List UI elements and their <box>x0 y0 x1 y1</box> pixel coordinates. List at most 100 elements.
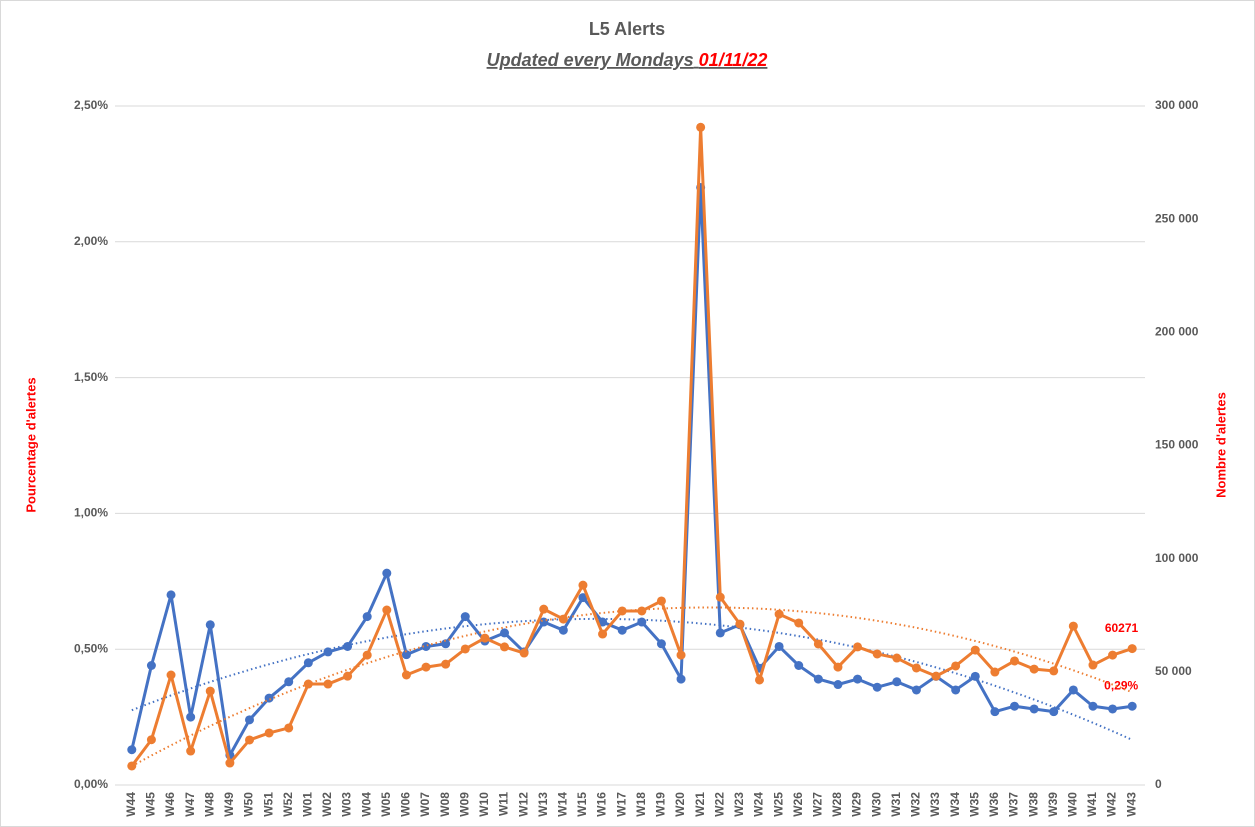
data-point <box>656 639 666 649</box>
data-point <box>460 612 470 622</box>
subtitle-date: 01/11/22 <box>699 50 768 70</box>
data-point <box>755 675 764 685</box>
x-tick-label: W26 <box>791 792 805 817</box>
data-point <box>303 679 313 689</box>
data-point <box>323 679 333 689</box>
x-tick-label: W40 <box>1066 792 1080 817</box>
x-tick-label: W10 <box>477 792 491 817</box>
y2-tick-label: 100 000 <box>1155 551 1199 565</box>
data-point <box>303 658 313 668</box>
y-tick-label: 2,50% <box>74 98 108 112</box>
data-point <box>598 629 608 639</box>
data-point <box>990 667 1000 677</box>
data-point <box>519 648 529 658</box>
data-point <box>127 745 137 755</box>
data-point <box>1127 644 1137 654</box>
data-point <box>146 660 156 670</box>
x-tick-label: W29 <box>850 792 864 817</box>
data-point <box>872 649 882 659</box>
data-point <box>1029 664 1039 674</box>
x-tick-label: W11 <box>497 792 511 816</box>
x-tick-label: W50 <box>242 792 256 817</box>
data-label: 0,29% <box>1104 678 1138 692</box>
y-tick-label: 2,00% <box>74 234 108 248</box>
data-point <box>794 618 804 628</box>
data-point <box>1108 704 1118 714</box>
data-point <box>911 685 921 695</box>
x-tick-label: W42 <box>1105 792 1119 817</box>
data-point <box>951 661 961 671</box>
data-point <box>696 122 706 132</box>
data-point <box>558 625 568 635</box>
data-point <box>598 617 608 627</box>
data-point <box>676 674 686 684</box>
data-point <box>205 686 215 696</box>
data-point <box>1049 666 1059 676</box>
data-point <box>578 580 588 590</box>
y-tick-label: 1,50% <box>74 370 108 384</box>
data-point <box>990 707 1000 717</box>
data-point <box>911 663 921 673</box>
data-point <box>480 633 490 643</box>
data-point <box>401 650 411 660</box>
data-point <box>382 605 392 615</box>
x-tick-label: W09 <box>457 792 471 817</box>
x-tick-label: W18 <box>634 792 648 817</box>
y2-tick-label: 200 000 <box>1155 325 1199 339</box>
data-point <box>794 660 804 670</box>
x-tick-label: W45 <box>144 792 158 817</box>
data-point <box>833 662 843 672</box>
data-point <box>401 670 411 680</box>
data-point <box>500 642 509 652</box>
x-tick-label: W44 <box>124 792 138 817</box>
data-point <box>578 593 588 603</box>
data-point <box>225 758 235 768</box>
y-tick-label: 0,00% <box>74 777 108 791</box>
x-tick-label: W39 <box>1046 792 1060 817</box>
x-tick-label: W33 <box>928 792 942 817</box>
x-tick-label: W32 <box>909 792 923 817</box>
data-point <box>166 590 176 600</box>
data-point <box>715 592 725 602</box>
data-point <box>421 662 431 672</box>
data-point <box>735 619 745 629</box>
x-tick-label: W05 <box>379 792 393 817</box>
data-point <box>617 625 627 635</box>
data-point <box>264 728 274 738</box>
data-point <box>813 674 823 684</box>
x-tick-label: W02 <box>320 792 334 817</box>
data-point <box>872 682 882 692</box>
x-tick-label: W04 <box>359 792 373 817</box>
x-tick-label: W12 <box>516 792 530 817</box>
x-tick-label: W20 <box>673 792 687 817</box>
y2-tick-label: 300 000 <box>1155 98 1199 112</box>
data-point <box>1010 701 1019 711</box>
data-point <box>323 647 333 657</box>
x-tick-label: W28 <box>830 792 844 817</box>
data-point <box>951 685 961 695</box>
data-point <box>245 735 254 745</box>
trendline <box>131 617 1133 741</box>
x-tick-label: W17 <box>614 792 628 817</box>
x-tick-label: W41 <box>1085 792 1099 817</box>
data-point <box>970 645 980 655</box>
data-point <box>637 617 647 627</box>
data-point <box>1010 656 1019 666</box>
chart-title: L5 Alerts <box>589 19 665 39</box>
data-point <box>715 628 725 638</box>
data-point <box>637 606 647 616</box>
x-tick-label: W38 <box>1026 792 1040 817</box>
subtitle-text: Updated every Mondays <box>487 50 694 70</box>
data-point <box>1127 701 1137 711</box>
data-point <box>284 677 294 687</box>
data-point <box>1049 707 1059 717</box>
data-point <box>1088 701 1098 711</box>
data-point <box>1068 685 1078 695</box>
x-tick-label: W23 <box>732 792 746 817</box>
x-tick-label: W25 <box>771 792 785 817</box>
data-point <box>813 639 823 649</box>
data-point <box>892 677 902 687</box>
data-point <box>362 650 372 660</box>
data-point <box>245 715 254 725</box>
